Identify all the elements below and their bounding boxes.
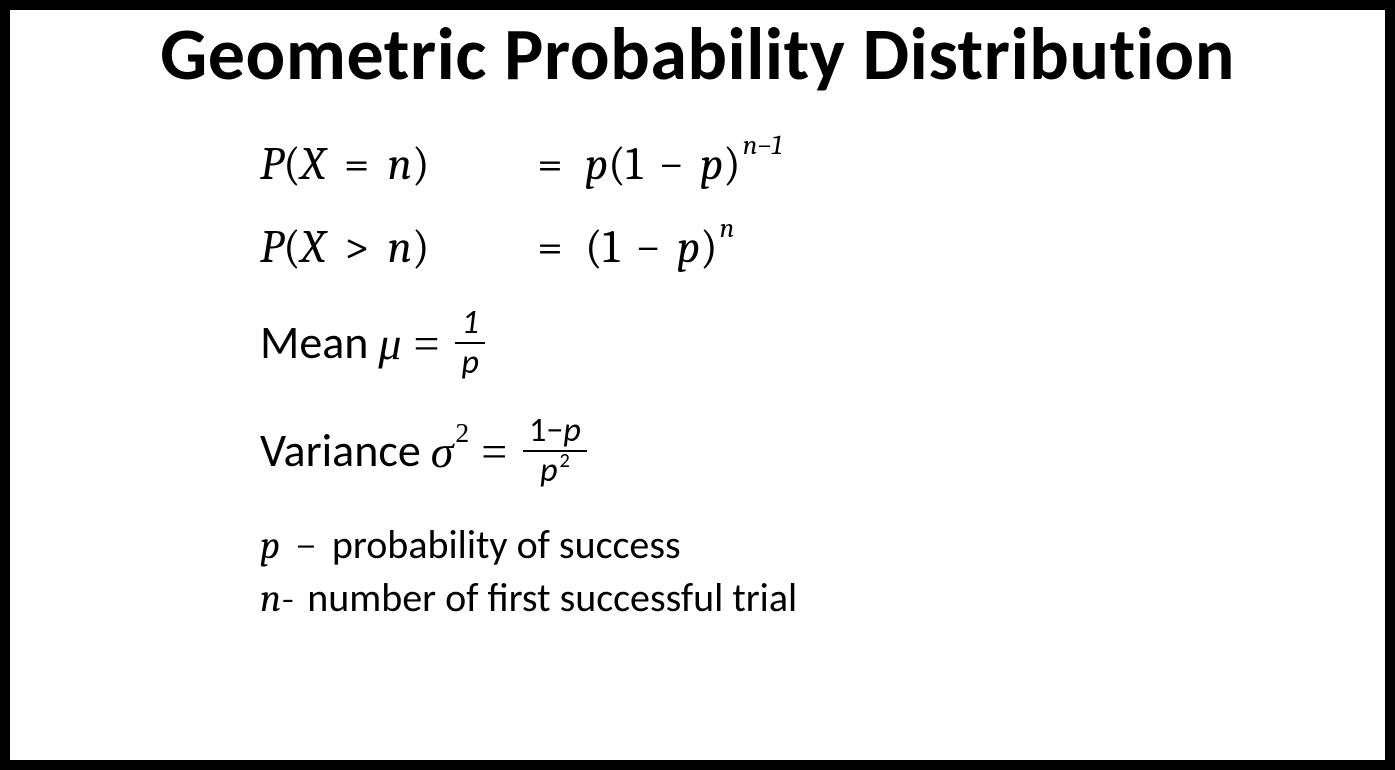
pmf-eq: = xyxy=(515,138,585,191)
pmf-rhs-close: ) xyxy=(723,138,741,191)
var-num-p: p xyxy=(563,410,580,451)
tail-rhs-minus: − xyxy=(635,221,660,274)
definitions: p − probability of success n- number of … xyxy=(260,520,1260,622)
def-n-text: number of first successful trial xyxy=(307,573,797,622)
pmf-rhs: p(1 − p)n−1 xyxy=(585,138,782,191)
variance-eq: = xyxy=(481,425,507,478)
formula-mean: Mean μ = 1 p xyxy=(260,304,1260,382)
tail-rel: > xyxy=(344,221,369,274)
def-p-symbol: p xyxy=(260,522,280,568)
pmf-X: X xyxy=(301,138,326,191)
var-den-p: p xyxy=(540,450,557,491)
tail-close: ) xyxy=(412,221,430,274)
def-p-dash: − xyxy=(295,522,317,568)
pmf-rel: = xyxy=(344,138,369,191)
definition-n: n- number of first successful trial xyxy=(260,573,1260,622)
card-title: Geometric Probability Distribution xyxy=(10,10,1385,94)
def-n-dash: - xyxy=(281,575,294,621)
pmf-close: ) xyxy=(412,138,430,191)
pmf-rhs-minus: − xyxy=(658,138,683,191)
var-den-exp: 2 xyxy=(560,449,570,473)
pmf-rhs-exp: n−1 xyxy=(743,129,782,161)
tail-lhs: P(X > n) xyxy=(260,221,515,274)
def-n-symbol: n xyxy=(260,575,281,621)
variance-frac-den: p2 xyxy=(534,452,576,490)
def-p-text: probability of success xyxy=(332,520,681,569)
tail-rhs: (1 − p)n xyxy=(585,221,734,274)
variance-sigma-exp: 2 xyxy=(455,417,469,448)
tail-rhs-exp: n xyxy=(720,212,735,244)
pmf-rhs-open: ( xyxy=(608,138,626,191)
mean-label: Mean xyxy=(260,315,368,371)
mean-frac-den: p xyxy=(455,344,484,382)
pmf-rhs-p: p xyxy=(585,138,608,191)
formula-pmf: P(X = n) = p(1 − p)n−1 xyxy=(260,138,1260,191)
pmf-lhs: P(X = n) xyxy=(260,138,515,191)
definition-p: p − probability of success xyxy=(260,520,1260,569)
mean-frac-num: 1 xyxy=(456,304,485,342)
pmf-n: n xyxy=(388,138,412,191)
pmf-P: P xyxy=(260,138,283,191)
var-num-minus: − xyxy=(546,410,563,451)
tail-n: n xyxy=(388,221,412,274)
tail-P: P xyxy=(260,221,283,274)
tail-eq: = xyxy=(515,221,585,274)
variance-sigma: σ xyxy=(431,426,454,477)
variance-fraction: 1−p p2 xyxy=(523,412,587,490)
mean-eq: = xyxy=(414,317,440,370)
formula-card: Geometric Probability Distribution P(X =… xyxy=(0,0,1395,770)
variance-label: Variance xyxy=(260,423,421,479)
tail-open: ( xyxy=(283,221,301,274)
tail-rhs-one: 1 xyxy=(603,221,620,274)
var-num-1: 1 xyxy=(529,410,546,451)
tail-rhs-p: p xyxy=(677,221,700,274)
mean-fraction: 1 p xyxy=(455,304,484,382)
card-body: P(X = n) = p(1 − p)n−1 P(X > n) = (1 − p… xyxy=(260,138,1260,626)
mean-mu: μ xyxy=(378,317,401,370)
formula-tail: P(X > n) = (1 − p)n xyxy=(260,221,1260,274)
tail-rhs-close: ) xyxy=(700,221,718,274)
tail-rhs-open: ( xyxy=(585,221,603,274)
formula-variance: Variance σ2 = 1−p p2 xyxy=(260,412,1260,490)
variance-frac-num: 1−p xyxy=(523,412,587,450)
tail-X: X xyxy=(301,221,326,274)
pmf-rhs-one: 1 xyxy=(626,138,643,191)
pmf-rhs-p2: p xyxy=(700,138,723,191)
pmf-open: ( xyxy=(283,138,301,191)
